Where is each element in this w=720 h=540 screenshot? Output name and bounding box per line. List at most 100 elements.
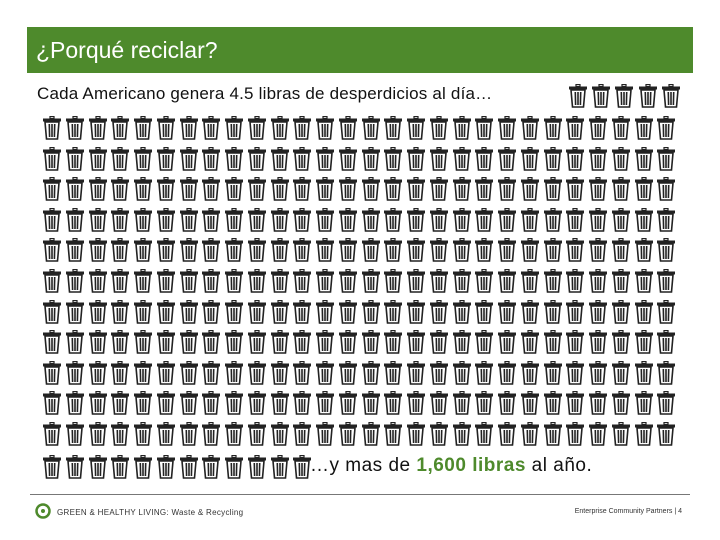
trash-can-icon — [43, 391, 61, 416]
trash-can-icon — [88, 238, 107, 263]
trash-can-icon — [429, 422, 448, 446]
trash-can-icon — [634, 299, 653, 324]
trash-can-icon — [589, 116, 607, 140]
trash-can-icon — [65, 299, 84, 324]
trash-can-icon — [657, 269, 676, 293]
trash-can-icon — [657, 238, 676, 263]
trash-can-icon — [43, 330, 61, 354]
bottom-prefix: …y mas de — [310, 455, 417, 476]
trash-can-icon — [543, 116, 562, 140]
trash-can-icon — [657, 391, 676, 416]
trash-can-icon — [452, 360, 471, 385]
trash-can-icon — [270, 360, 289, 385]
trash-can-icon — [43, 360, 61, 385]
trash-can-icon — [225, 146, 243, 171]
trash-can-icon — [520, 422, 539, 446]
trash-can-icon — [338, 116, 357, 140]
trash-can-icon — [361, 330, 380, 354]
trash-can-icon — [407, 177, 425, 201]
trash-can-icon — [611, 207, 630, 232]
trash-can-icon — [293, 269, 312, 293]
trash-can-icon — [407, 116, 425, 140]
trash-can-icon — [65, 238, 84, 263]
trash-can-icon — [429, 299, 448, 324]
trash-can-icon — [111, 207, 130, 232]
trash-can-icon — [338, 146, 357, 171]
trash-can-icon — [384, 116, 403, 140]
trash-can-icon — [657, 360, 676, 385]
trash-can-icon — [475, 299, 494, 324]
trash-can-icon — [88, 422, 107, 446]
trash-can-icon — [475, 391, 494, 416]
footer-divider — [30, 494, 690, 495]
trash-can-icon — [611, 116, 630, 140]
trash-can-icon — [589, 238, 607, 263]
trash-can-icon — [225, 391, 243, 416]
trash-can-icon — [634, 422, 653, 446]
trash-can-icon — [202, 299, 221, 324]
trash-can-icon — [179, 116, 198, 140]
trash-can-icon — [520, 330, 539, 354]
trash-can-icon — [361, 360, 380, 385]
trash-can-icon — [475, 360, 494, 385]
trash-can-icon — [270, 238, 289, 263]
title-bar: ¿Porqué reciclar? — [27, 27, 693, 73]
trash-can-icon — [88, 391, 107, 416]
trash-can-icon — [316, 391, 334, 416]
trash-can-icon — [111, 330, 130, 354]
trash-can-icon — [657, 116, 676, 140]
trash-can-icon — [156, 330, 175, 354]
trash-can-icon — [520, 238, 539, 263]
trash-can-icon — [498, 238, 516, 263]
trash-can-icon — [156, 146, 175, 171]
trash-can-icon — [111, 422, 130, 446]
trash-can-icon — [615, 84, 634, 108]
trash-can-icon — [638, 84, 657, 108]
trash-can-icon — [156, 177, 175, 201]
trash-can-icon — [498, 207, 516, 232]
trash-can-icon — [634, 330, 653, 354]
trash-can-icon — [611, 177, 630, 201]
trash-can-icon — [179, 269, 198, 293]
trash-can-icon — [43, 422, 61, 446]
trash-can-icon — [316, 299, 334, 324]
trash-can-icon — [407, 207, 425, 232]
trash-can-icon — [338, 422, 357, 446]
trash-can-icon — [566, 146, 585, 171]
trash-can-icon — [384, 207, 403, 232]
trash-can-icon — [589, 330, 607, 354]
trash-can-icon — [247, 238, 266, 263]
trash-can-icon — [43, 177, 61, 201]
trash-can-icon — [429, 177, 448, 201]
trash-can-icon — [611, 238, 630, 263]
trash-can-icon — [247, 299, 266, 324]
trash-can-icon — [498, 391, 516, 416]
trash-can-icon — [65, 422, 84, 446]
trash-can-icon — [543, 146, 562, 171]
trash-can-icon — [661, 84, 680, 108]
trash-can-icon — [134, 455, 152, 479]
trash-can-icon — [88, 207, 107, 232]
trash-can-icon — [338, 269, 357, 293]
trash-can-icon — [452, 146, 471, 171]
trash-can-icon — [156, 207, 175, 232]
trash-can-icon — [225, 238, 243, 263]
trash-can-icon — [270, 146, 289, 171]
trash-can-icon — [498, 269, 516, 293]
trash-can-icon — [475, 116, 494, 140]
trash-can-icon — [43, 299, 61, 324]
trash-can-icon — [88, 299, 107, 324]
trash-can-icon — [634, 391, 653, 416]
trash-can-icon — [611, 360, 630, 385]
trash-can-icon — [293, 330, 312, 354]
trash-can-icon — [452, 269, 471, 293]
trash-can-icon — [657, 207, 676, 232]
trash-can-icon — [407, 360, 425, 385]
trash-can-icon — [338, 391, 357, 416]
trash-can-icon — [293, 146, 312, 171]
trash-can-icon — [134, 360, 152, 385]
trash-can-icon — [338, 330, 357, 354]
trash-can-icon — [429, 238, 448, 263]
trash-can-icon — [361, 177, 380, 201]
